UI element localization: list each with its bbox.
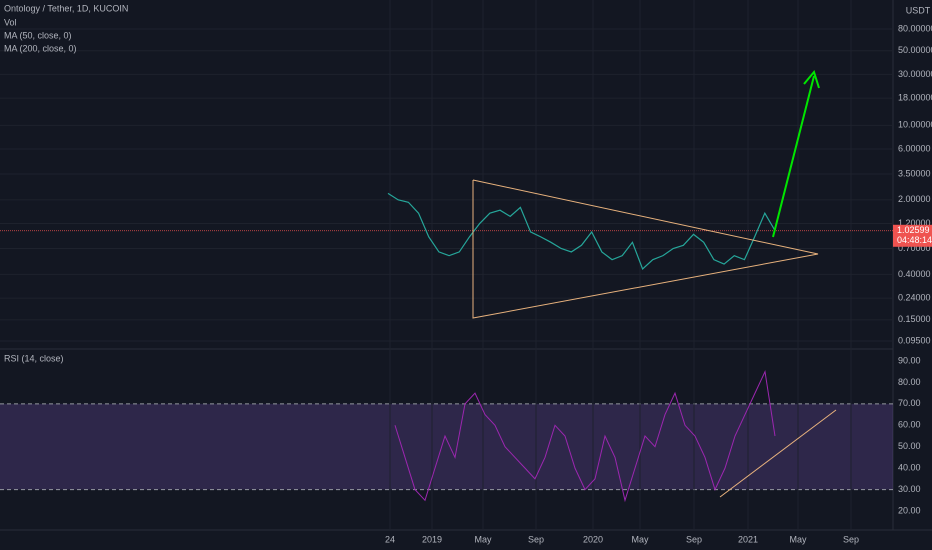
rsi-band	[0, 403, 893, 490]
y-tick-label: 80.00000	[898, 23, 932, 33]
x-tick-label: Sep	[843, 534, 859, 544]
price-line	[387, 192, 776, 270]
x-tick-label: 2019	[422, 534, 442, 544]
rsi-tick-label: 20.00	[898, 505, 921, 515]
x-tick-label: 2020	[583, 534, 603, 544]
rsi-trendline	[719, 409, 837, 498]
rsi-tick-label: 50.00	[898, 441, 921, 451]
arrow-head	[803, 69, 820, 89]
y-tick-label: 0.40000	[898, 269, 931, 279]
rsi-tick-label: 40.00	[898, 463, 921, 473]
rsi-tick-label: 30.00	[898, 484, 921, 494]
y-tick-label: 50.00000	[898, 45, 932, 55]
y-tick-label: 3.50000	[898, 168, 931, 178]
triangle-drawing	[472, 179, 819, 319]
x-tick-label: May	[789, 534, 807, 544]
grid	[0, 0, 893, 530]
rsi-tick-label: 60.00	[898, 420, 921, 430]
chart-title: Ontology / Tether, 1D, KUCOIN	[4, 3, 128, 13]
rsi-line	[394, 370, 776, 503]
x-tick-label: 2021	[738, 534, 758, 544]
y-tick-label: 2.00000	[898, 194, 931, 204]
x-tick-label: May	[474, 534, 492, 544]
x-tick-label: Sep	[686, 534, 702, 544]
countdown: 04:48:14	[897, 235, 932, 245]
last-price-tag	[893, 224, 932, 247]
axis-unit: USDT	[906, 5, 931, 15]
rsi-tick-label: 90.00	[898, 355, 921, 365]
rsi-tick-label: 80.00	[898, 377, 921, 387]
x-tick-label: Sep	[528, 534, 544, 544]
last-price-label: 1.02599	[897, 225, 930, 235]
arrow	[772, 75, 815, 238]
y-tick-label: 6.00000	[898, 143, 931, 153]
y-tick-label: 0.70000	[898, 243, 931, 253]
rsi-title: RSI (14, close)	[4, 353, 64, 363]
y-tick-label: 30.00000	[898, 69, 932, 79]
x-tick-label: May	[631, 534, 649, 544]
y-tick-label: 0.09500	[898, 335, 931, 345]
indicator-label: MA (50, close, 0)	[4, 30, 72, 40]
rsi-tick-label: 70.00	[898, 398, 921, 408]
indicator-label: Vol	[4, 17, 17, 27]
x-tick-label: 24	[385, 534, 395, 544]
y-tick-label: 0.15000	[898, 314, 931, 324]
y-tick-label: 10.00000	[898, 120, 932, 130]
indicator-label: MA (200, close, 0)	[4, 43, 77, 53]
y-tick-label: 0.24000	[898, 292, 931, 302]
y-tick-label: 18.00000	[898, 92, 932, 102]
y-tick-label: 1.20000	[898, 218, 931, 228]
marks	[0, 192, 893, 503]
